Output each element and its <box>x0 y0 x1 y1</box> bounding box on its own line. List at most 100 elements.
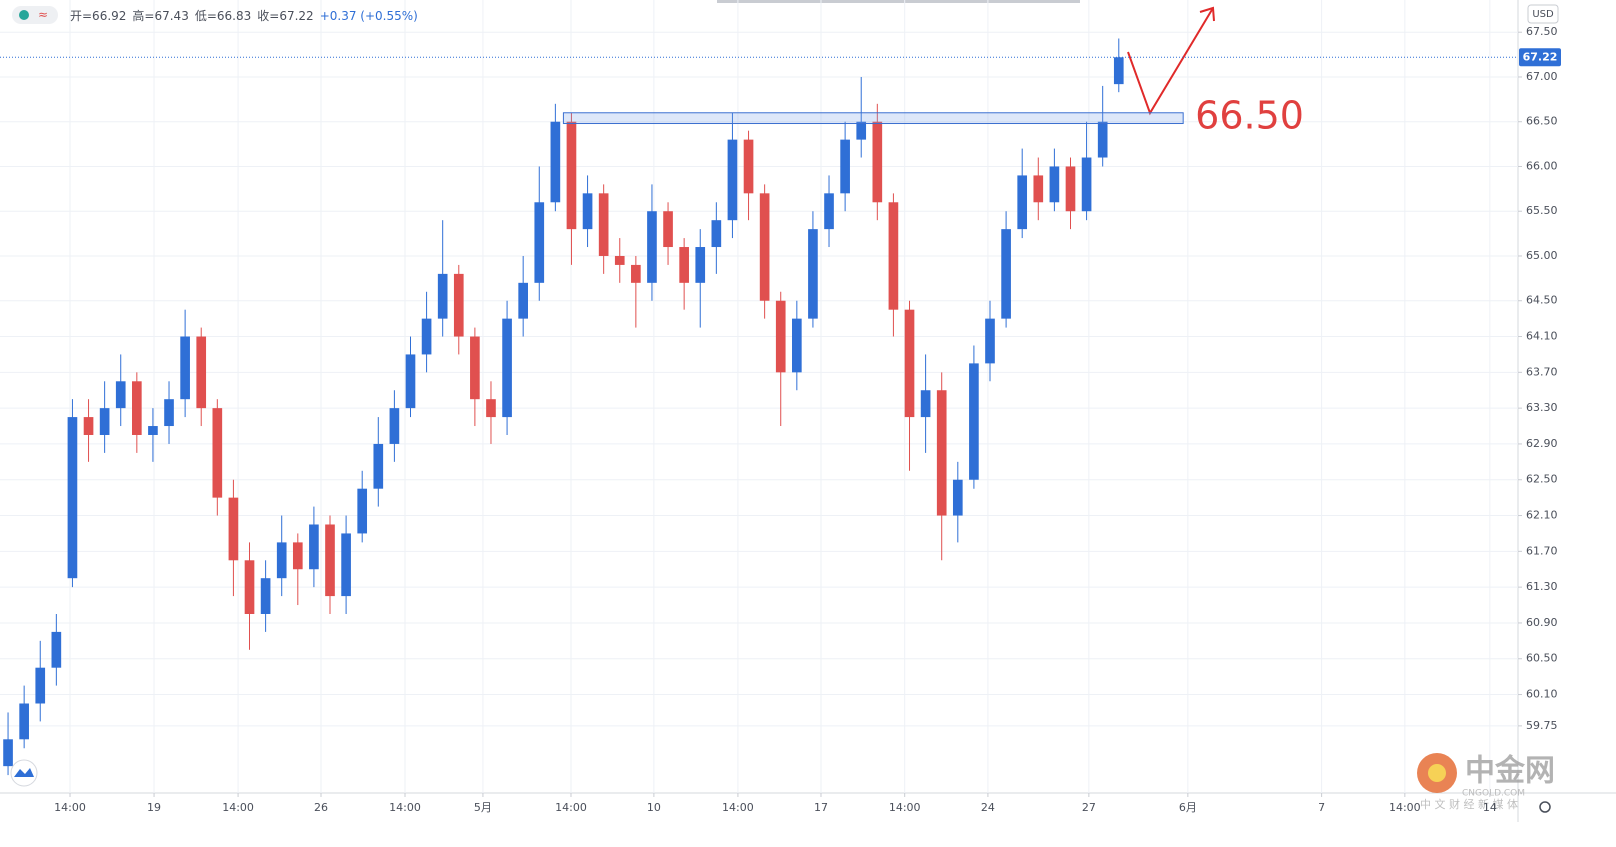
currency: USD <box>1532 9 1554 20</box>
candle-body <box>952 479 963 516</box>
candle-body <box>341 533 351 597</box>
y-tick-label: 65.50 <box>1526 204 1558 217</box>
candle-body <box>228 497 239 561</box>
candle-body <box>775 300 786 373</box>
candle-body <box>309 524 319 570</box>
zone <box>562 112 1184 125</box>
candle-body <box>550 121 561 203</box>
candle-body <box>244 560 255 614</box>
candle-body <box>985 318 995 364</box>
y-tick-label: 61.70 <box>1526 544 1558 557</box>
header-text: 开=66.92 高=67.43 低=66.83 收=67.22 +0.37 (+0.55… <box>70 8 418 23</box>
candle-body <box>486 399 496 418</box>
candle-body <box>389 408 400 444</box>
candle-body <box>51 631 62 668</box>
candle-body <box>373 443 384 489</box>
currency-box <box>1527 4 1559 24</box>
candle-body <box>453 273 464 337</box>
candle-body <box>711 220 722 248</box>
candle-body <box>357 488 368 534</box>
candle-body <box>405 354 416 409</box>
x-tick-label: 14 <box>1483 801 1497 814</box>
candle-body <box>19 703 29 740</box>
candle-body <box>566 121 577 230</box>
watermark: 中金网 <box>1465 754 1555 789</box>
candle-body <box>1001 229 1011 319</box>
watermark-logo-inner <box>1428 764 1446 782</box>
header-item: 低=66.83 <box>195 9 251 23</box>
y-tick-label: 62.90 <box>1526 437 1558 450</box>
candle-body <box>518 282 528 319</box>
x-tick-label: 27 <box>1082 801 1096 814</box>
x-tick-label: 5月 <box>474 801 492 814</box>
candle-body <box>276 542 287 579</box>
candle-body <box>759 193 770 301</box>
y-tick-label: 62.10 <box>1526 509 1558 522</box>
candle-body <box>35 667 46 704</box>
x-tick-label: 24 <box>981 801 995 814</box>
candle-body <box>663 211 673 248</box>
candle-body <box>212 408 223 498</box>
candle-body <box>582 193 593 230</box>
candle-body <box>502 318 512 418</box>
candle-body <box>1081 157 1092 212</box>
y-tick-label: 61.30 <box>1526 580 1558 593</box>
y-tick-label: 63.30 <box>1526 401 1558 414</box>
y-tick-label: 59.75 <box>1526 719 1558 732</box>
candle-body <box>196 336 207 409</box>
candle-body <box>292 542 303 570</box>
candle-body <box>1049 166 1060 203</box>
candle-body <box>3 739 13 767</box>
candle-body <box>421 318 432 355</box>
candle-body <box>1017 175 1028 230</box>
candle-body <box>631 264 641 283</box>
top-bar <box>717 0 1080 3</box>
settings-button[interactable] <box>1539 801 1551 813</box>
candle-body <box>180 336 190 400</box>
candle-body <box>888 202 899 310</box>
candle-body <box>1065 166 1076 212</box>
status-icon: ≈ <box>38 8 48 22</box>
y-tick-label: 60.10 <box>1526 688 1558 701</box>
logo-icon <box>14 768 34 777</box>
x-tick-label: 14:00 <box>222 801 254 814</box>
candle-body <box>470 336 480 400</box>
x-tick-label: 7 <box>1318 801 1325 814</box>
watermark-url: CNGOLD.COM <box>1462 789 1525 799</box>
y-tick-label: 63.70 <box>1526 365 1558 378</box>
y-tick-label: 65.00 <box>1526 249 1558 262</box>
candle-body <box>325 524 335 597</box>
candle-body <box>824 193 834 230</box>
candle-body <box>840 139 850 194</box>
y-tick-label: 62.50 <box>1526 473 1558 486</box>
candle-body <box>1113 57 1124 85</box>
candle-body <box>260 578 271 614</box>
header-item: 收=67.22 <box>257 9 313 23</box>
header-item: 开=66.92 <box>70 9 126 23</box>
candle-body <box>904 309 915 418</box>
x-tick-label: 19 <box>147 801 161 814</box>
candle-body <box>534 202 545 283</box>
candle-body <box>647 211 657 283</box>
y-tick-label: 66.50 <box>1526 115 1558 128</box>
candles <box>3 38 1124 776</box>
arrow-head <box>1199 6 1215 22</box>
grid <box>0 0 1518 793</box>
watermark-group: 中金网 CNGOLD.COM 中 文 财 经 新 媒 体 <box>1417 753 1555 811</box>
y-tick-label: 67.50 <box>1526 25 1558 38</box>
candle-body <box>164 399 174 427</box>
y-tick-label: 64.10 <box>1526 330 1558 343</box>
candle-body <box>743 139 754 194</box>
x-tick-label: 26 <box>314 801 328 814</box>
candle-body <box>695 247 706 283</box>
y-tick-label: 60.50 <box>1526 652 1558 665</box>
last-price-label: 67.22 <box>1523 50 1558 63</box>
watermark-tag: 中 文 财 经 新 媒 体 <box>1420 797 1518 811</box>
candle-body <box>437 273 448 319</box>
header-item: 高=67.43 <box>132 8 188 23</box>
candle-body <box>598 193 609 256</box>
y-tick-label: 66.00 <box>1526 159 1558 172</box>
x-tick-label: 10 <box>647 801 661 814</box>
candle-body <box>936 390 947 516</box>
candle-body <box>856 121 867 140</box>
